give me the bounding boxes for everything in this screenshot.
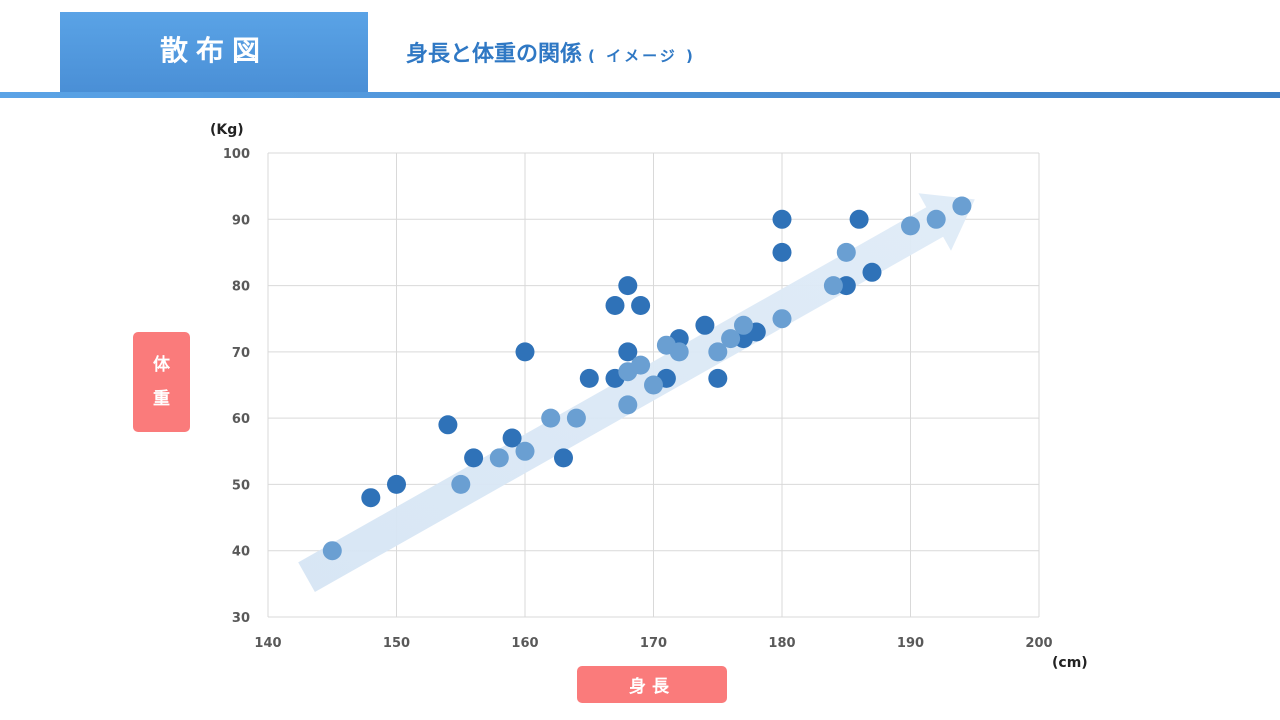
data-point	[708, 368, 728, 388]
x-tick-label: 180	[768, 636, 795, 651]
page-title: 身長と体重の関係 ( イメージ )	[406, 36, 696, 68]
y-tick-label: 40	[232, 545, 250, 560]
data-point	[464, 448, 484, 468]
data-point	[631, 296, 651, 315]
data-point	[644, 375, 663, 395]
y-axis-label: 体 重	[133, 332, 190, 432]
tick-labels: 140 150 160 170 180 190 200 30 40 50 60 70 80 90 100	[223, 147, 1053, 651]
page-title-text: 身長と体重の関係	[406, 42, 583, 67]
data-point	[387, 474, 406, 494]
data-point	[862, 262, 882, 282]
data-point	[695, 315, 715, 335]
data-point	[772, 242, 792, 262]
y-tick-label: 60	[232, 412, 250, 427]
data-points	[322, 196, 972, 561]
data-point	[618, 276, 638, 296]
x-tick-label: 190	[897, 636, 924, 651]
page-subtitle: ( イメージ )	[588, 47, 696, 65]
data-point	[502, 428, 522, 448]
data-point	[554, 448, 573, 468]
data-point	[322, 541, 342, 561]
data-point	[734, 315, 753, 335]
x-tick-label: 150	[383, 636, 410, 651]
data-point	[489, 448, 509, 468]
data-point	[618, 395, 638, 415]
data-point	[618, 342, 638, 362]
data-point	[541, 408, 561, 428]
trend-arrow	[298, 193, 975, 593]
header-tab-label: 散布図	[159, 34, 268, 67]
data-point	[708, 342, 728, 362]
data-point	[631, 355, 651, 375]
data-point	[849, 209, 869, 229]
data-point	[579, 368, 599, 388]
trend-arrow-shape	[298, 193, 975, 593]
y-tick-label: 90	[232, 213, 250, 228]
data-point	[451, 474, 471, 494]
data-point	[566, 408, 586, 428]
data-point	[361, 488, 381, 508]
x-tick-label: 170	[640, 636, 667, 651]
x-axis-label-text: 身長	[629, 677, 675, 697]
data-point	[605, 296, 625, 315]
data-point	[823, 276, 843, 296]
x-tick-label: 140	[254, 636, 281, 651]
y-tick-label: 100	[223, 147, 250, 162]
y-tick-label: 80	[232, 280, 250, 295]
header-tab: 散布図	[60, 12, 368, 92]
data-point	[901, 216, 920, 236]
x-tick-label: 200	[1025, 636, 1052, 651]
y-axis-unit: (Kg)	[210, 122, 244, 138]
grid-lines	[267, 152, 1040, 618]
data-point	[952, 196, 972, 216]
data-point	[721, 329, 741, 349]
data-point	[515, 441, 535, 461]
x-tick-label: 160	[511, 636, 538, 651]
data-point	[926, 209, 946, 229]
x-axis-label: 身長	[577, 666, 727, 703]
data-point	[669, 342, 689, 362]
data-point	[836, 242, 856, 262]
x-axis-unit: (cm)	[1052, 655, 1088, 671]
data-point	[772, 209, 792, 229]
header-divider	[0, 92, 1280, 98]
data-point	[438, 415, 458, 435]
data-point	[772, 309, 792, 329]
y-tick-label: 30	[232, 611, 250, 626]
data-point	[515, 342, 535, 362]
y-axis-label-char-1: 体	[153, 355, 170, 375]
y-tick-label: 50	[232, 478, 250, 493]
y-tick-label: 70	[232, 346, 250, 361]
y-axis-label-char-2: 重	[153, 389, 170, 409]
